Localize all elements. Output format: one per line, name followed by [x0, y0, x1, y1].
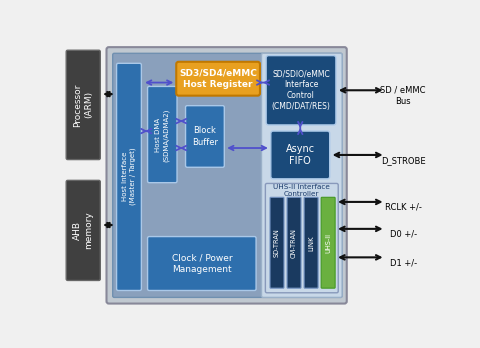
Text: Async
FIFO: Async FIFO	[286, 144, 315, 166]
Text: SD / eMMC
Bus: SD / eMMC Bus	[380, 86, 425, 106]
Text: CM-TRAN: CM-TRAN	[291, 228, 297, 258]
FancyBboxPatch shape	[271, 131, 330, 179]
FancyBboxPatch shape	[266, 56, 336, 125]
FancyBboxPatch shape	[113, 53, 342, 298]
FancyBboxPatch shape	[66, 180, 100, 280]
FancyBboxPatch shape	[304, 197, 318, 288]
Text: RCLK +/-: RCLK +/-	[385, 203, 422, 212]
Text: SD/SDIO/eMMC
Interface
Control
(CMD/DAT/RES): SD/SDIO/eMMC Interface Control (CMD/DAT/…	[272, 69, 330, 111]
FancyBboxPatch shape	[147, 86, 177, 183]
Text: Clock / Power
Management: Clock / Power Management	[171, 253, 232, 274]
Text: UHS-II: UHS-II	[325, 233, 331, 253]
FancyBboxPatch shape	[262, 53, 342, 298]
FancyBboxPatch shape	[186, 106, 224, 167]
FancyBboxPatch shape	[321, 197, 335, 288]
FancyBboxPatch shape	[117, 63, 142, 291]
FancyBboxPatch shape	[147, 237, 256, 291]
FancyBboxPatch shape	[265, 183, 338, 293]
FancyBboxPatch shape	[287, 197, 301, 288]
Text: AHB
memory: AHB memory	[73, 212, 93, 249]
Text: Host Interface
(Master / Target): Host Interface (Master / Target)	[122, 148, 136, 205]
FancyBboxPatch shape	[176, 62, 260, 96]
Text: Host DMA
(SDMA/ADMA2): Host DMA (SDMA/ADMA2)	[156, 108, 169, 161]
Text: D1 +/-: D1 +/-	[390, 258, 417, 267]
Text: LINK: LINK	[308, 235, 314, 251]
Text: SD-TRAN: SD-TRAN	[274, 228, 280, 257]
Text: UHS-II Interface
Controller: UHS-II Interface Controller	[274, 184, 330, 197]
FancyBboxPatch shape	[66, 50, 100, 160]
Text: SD3/SD4/eMMC
Host Register: SD3/SD4/eMMC Host Register	[179, 69, 257, 89]
Text: Processor
(ARM): Processor (ARM)	[73, 83, 93, 127]
FancyBboxPatch shape	[107, 47, 347, 303]
FancyBboxPatch shape	[270, 197, 284, 288]
Text: D_STROBE: D_STROBE	[381, 156, 426, 165]
Text: Block
Buffer: Block Buffer	[192, 126, 218, 147]
Text: D0 +/-: D0 +/-	[390, 230, 417, 239]
